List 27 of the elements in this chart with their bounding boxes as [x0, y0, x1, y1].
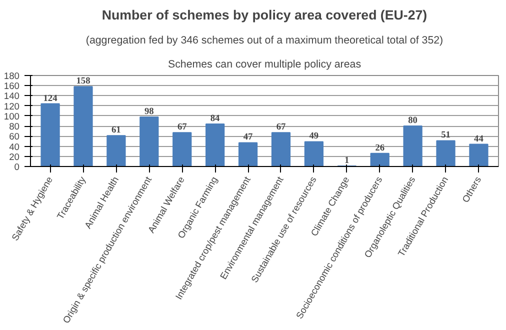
y-tick-label: 180 — [4, 71, 20, 81]
data-label: 61 — [112, 126, 122, 136]
data-label: 1 — [344, 156, 350, 166]
y-tick-label: 160 — [4, 81, 20, 92]
y-tick-label: 140 — [4, 91, 20, 102]
chart-title: Number of schemes by policy area covered (EU-27) — [102, 8, 428, 22]
y-tick-label: 40 — [9, 142, 20, 152]
data-label: 47 — [243, 132, 254, 143]
y-tick-label: 0 — [14, 162, 20, 172]
data-label: 67 — [177, 122, 188, 133]
data-label: 44 — [474, 134, 484, 144]
data-label: 51 — [441, 130, 451, 141]
data-label: 80 — [408, 116, 418, 126]
data-label: 26 — [375, 143, 385, 154]
data-label: 98 — [144, 106, 154, 117]
y-tick-label: 120 — [4, 101, 20, 112]
y-tick-label: 80 — [9, 122, 20, 132]
data-label: 124 — [43, 94, 58, 104]
data-label: 67 — [276, 122, 286, 133]
data-label: 158 — [76, 76, 91, 87]
data-label: 49 — [309, 132, 319, 142]
y-tick-label: 60 — [9, 132, 20, 142]
y-tick-label: 20 — [9, 152, 20, 162]
chart-subtitle: (aggregation fed by 346 schemes out of a maximum theoretical total of 352) — [86, 34, 444, 46]
data-label: 84 — [210, 114, 220, 124]
y-tick-label: 100 — [4, 111, 20, 122]
text: Schemes can cover multiple policy areas — [168, 58, 362, 70]
